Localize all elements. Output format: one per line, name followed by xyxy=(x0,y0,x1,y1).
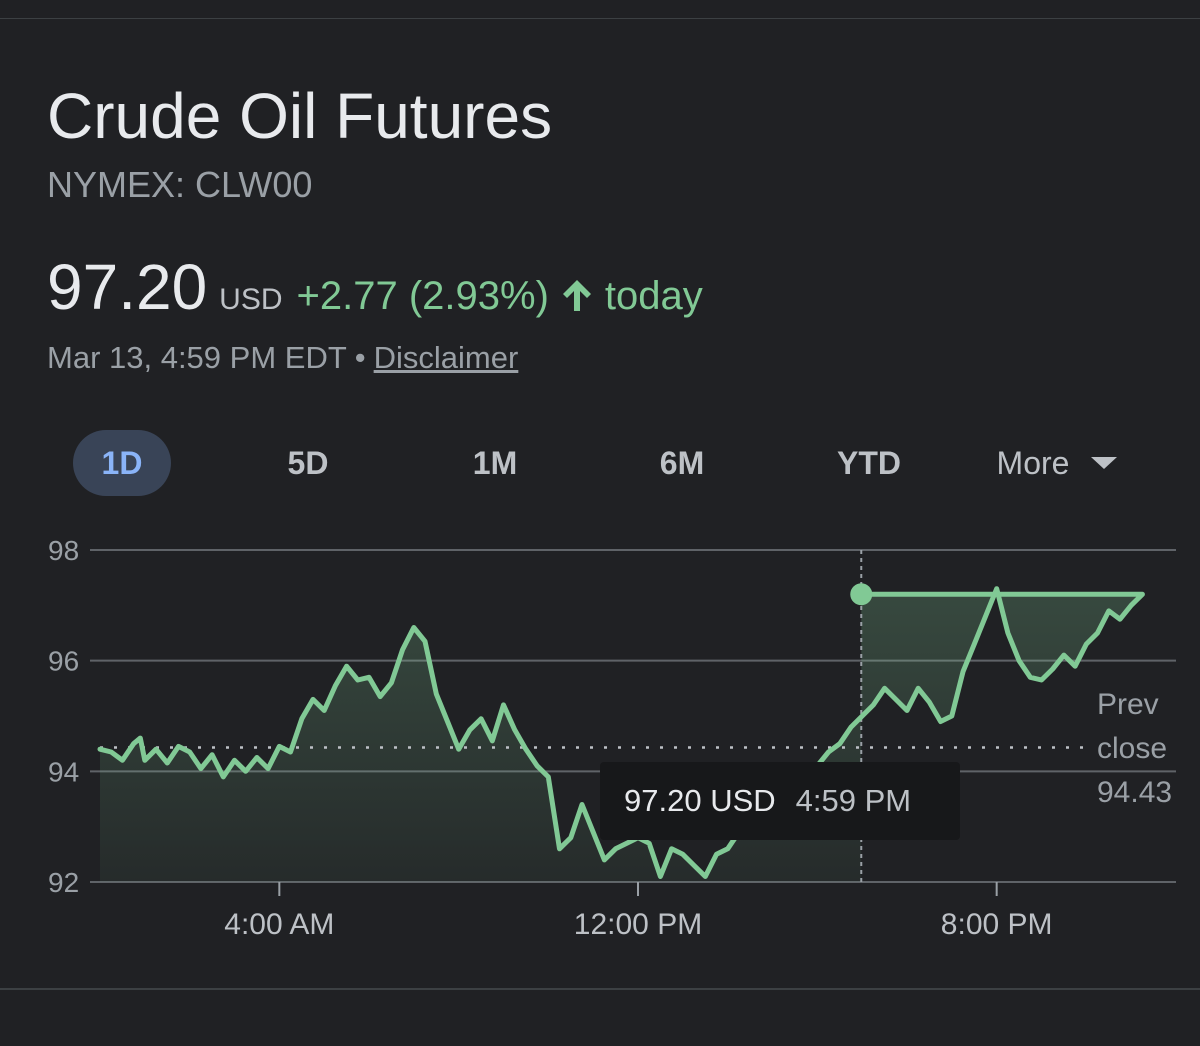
tab-6m[interactable]: 6M xyxy=(659,445,705,481)
x-axis: 4:00 AM 12:00 PM 8:00 PM xyxy=(224,882,1053,940)
range-tabs: 1D 5D 1M 6M YTD More xyxy=(47,430,1167,498)
change-period: today xyxy=(604,274,703,318)
x-tick-label: 12:00 PM xyxy=(574,908,702,940)
y-tick-label: 98 xyxy=(48,535,79,566)
current-price: 97.20 xyxy=(47,251,208,323)
currency-label: USD xyxy=(219,283,283,316)
price-chart[interactable]: 92 94 96 98 4:00 AM 12:00 PM 8:00 PM Prev clo… xyxy=(0,520,1200,940)
y-tick-label: 96 xyxy=(48,646,79,677)
arrow-up-icon xyxy=(559,277,595,313)
meta-separator: • xyxy=(354,340,366,375)
prev-close-label-line1: Prev xyxy=(1097,688,1159,721)
price-line xyxy=(97,586,1145,879)
top-divider xyxy=(0,18,1200,19)
hover-tooltip: 97.20 USD 4:59 PM xyxy=(600,762,960,840)
prev-close-value: 94.43 xyxy=(1097,776,1172,809)
dropdown-caret-icon xyxy=(1091,456,1118,469)
tooltip-time: 4:59 PM xyxy=(795,783,912,818)
tab-1d[interactable]: 1D xyxy=(73,430,171,496)
instrument-title: Crude Oil Futures xyxy=(47,80,553,152)
price-change: +2.77 (2.93%) xyxy=(296,274,549,318)
x-tick-label: 8:00 PM xyxy=(941,908,1053,940)
prev-close-label-line2: close xyxy=(1097,732,1167,765)
tab-more[interactable]: More xyxy=(977,430,1137,496)
x-tick-label: 4:00 AM xyxy=(224,908,334,940)
tab-more-label: More xyxy=(996,445,1070,481)
tab-5d[interactable]: 5D xyxy=(287,445,329,481)
current-price-marker xyxy=(850,583,873,606)
bottom-divider xyxy=(0,988,1200,990)
y-axis: 92 94 96 98 xyxy=(48,535,79,898)
y-tick-label: 92 xyxy=(48,867,79,898)
tooltip-price: 97.20 USD xyxy=(624,783,776,818)
disclaimer-link[interactable]: Disclaimer xyxy=(373,340,519,375)
tab-1m[interactable]: 1M xyxy=(472,445,518,481)
quote-meta: Mar 13, 4:59 PM EDT • Disclaimer xyxy=(47,338,518,378)
tab-ytd[interactable]: YTD xyxy=(837,445,901,481)
y-tick-label: 94 xyxy=(48,756,79,787)
price-area xyxy=(100,588,1143,882)
exchange-ticker: NYMEX: CLW00 xyxy=(47,164,313,205)
quote-timestamp: Mar 13, 4:59 PM EDT xyxy=(47,340,347,375)
price-row: 97.20 USD +2.77 (2.93%) today xyxy=(47,250,703,323)
